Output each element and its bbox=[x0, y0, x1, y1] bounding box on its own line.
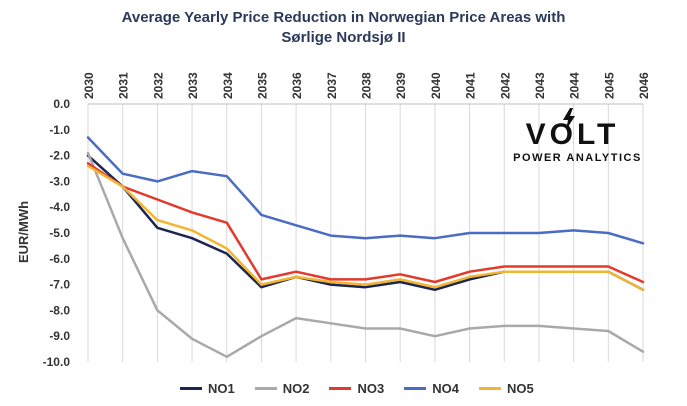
legend-label: NO5 bbox=[506, 380, 534, 396]
legend-label: NO2 bbox=[282, 380, 310, 396]
x-tick-label: 2044 bbox=[568, 72, 582, 99]
x-tick-label: 2046 bbox=[637, 72, 651, 99]
x-tick-label: 2042 bbox=[498, 72, 512, 99]
y-tick-label: -9.0 bbox=[49, 329, 70, 343]
series-line-no3 bbox=[86, 162, 645, 284]
chart-title-block: Average Yearly Price Reduction in Norweg… bbox=[0, 8, 687, 48]
legend-swatch bbox=[254, 386, 277, 390]
legend-item-no2: NO2 bbox=[254, 380, 310, 396]
y-tick-label: -1.0 bbox=[49, 123, 70, 137]
x-tick-label: 2043 bbox=[533, 72, 547, 99]
lightning-bolt-icon bbox=[563, 108, 575, 130]
series-line-no5 bbox=[86, 164, 645, 292]
legend-swatch bbox=[478, 386, 501, 390]
legend-label: NO4 bbox=[432, 380, 459, 396]
x-tick-label: 2035 bbox=[255, 72, 269, 99]
x-tick-label: 2034 bbox=[221, 72, 235, 99]
legend-item-no3: NO3 bbox=[329, 381, 384, 396]
x-tick-label: 2039 bbox=[394, 72, 408, 99]
x-tick-label: 2040 bbox=[429, 72, 443, 99]
legend-item-no4: NO4 bbox=[404, 381, 459, 396]
x-tick-label: 2030 bbox=[82, 72, 96, 99]
y-tick-label: 0.0 bbox=[53, 97, 70, 111]
y-tick-label: -3.0 bbox=[49, 174, 70, 188]
legend-label: NO3 bbox=[357, 380, 385, 396]
x-tick-label: 2031 bbox=[117, 72, 131, 99]
x-tick-label: 2045 bbox=[602, 72, 616, 99]
legend: NO1 NO2 NO3 NO4 NO5 bbox=[180, 378, 534, 398]
x-tick-label: 2037 bbox=[325, 72, 339, 99]
y-tick-label: -10.0 bbox=[43, 355, 71, 369]
series-line-no2 bbox=[86, 151, 645, 359]
y-tick-label: -5.0 bbox=[49, 226, 70, 240]
y-axis-label: EUR/MWh bbox=[16, 201, 31, 263]
volt-logo: VOLT POWER ANALYTICS bbox=[505, 108, 650, 168]
x-tick-label: 2036 bbox=[290, 72, 304, 99]
series-lines bbox=[86, 136, 645, 359]
x-tick-label: 2038 bbox=[360, 72, 374, 99]
logo-wordmark: VOLT bbox=[525, 118, 620, 151]
x-tick-labels: 2030 2031 2032 2033 2034 2035 2036 2037 2038 2039… bbox=[82, 72, 651, 99]
y-tick-label: -7.0 bbox=[49, 278, 70, 292]
legend-swatch bbox=[404, 386, 427, 390]
logo-tagline: POWER ANALYTICS bbox=[513, 152, 642, 164]
x-tick-label: 2033 bbox=[186, 72, 200, 99]
chart-title: Average Yearly Price Reduction in Norweg… bbox=[121, 9, 566, 26]
chart-subtitle: Sørlige Nordsjø II bbox=[281, 29, 406, 46]
legend-swatch bbox=[329, 386, 352, 390]
legend-item-no5: NO5 bbox=[478, 380, 534, 396]
legend-swatch bbox=[180, 386, 202, 390]
series-line-no4 bbox=[86, 136, 645, 245]
y-tick-label: -8.0 bbox=[49, 303, 70, 317]
legend-label: NO1 bbox=[208, 380, 235, 396]
y-tick-label: -6.0 bbox=[49, 252, 70, 266]
legend-item-no1: NO1 bbox=[180, 381, 235, 396]
x-tick-label: 2041 bbox=[464, 72, 478, 99]
x-tick-label: 2032 bbox=[151, 72, 165, 99]
y-tick-labels: 0.0 -1.0 -2.0 -3.0 -4.0 -5.0 -6.0 -7.0 -8.0 -9.0 -… bbox=[43, 97, 71, 369]
y-tick-label: -4.0 bbox=[49, 200, 70, 214]
y-tick-label: -2.0 bbox=[49, 149, 70, 163]
